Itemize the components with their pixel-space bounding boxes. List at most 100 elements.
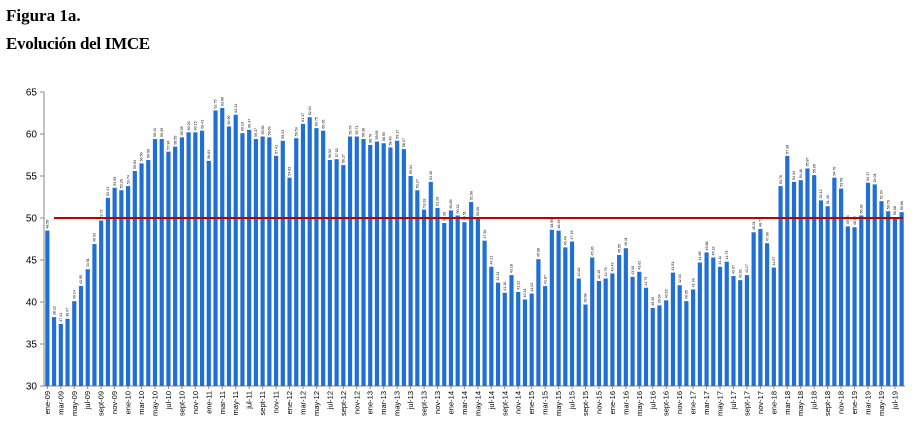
data-label: 60.90 — [227, 115, 231, 124]
data-label: 59.63 — [268, 126, 272, 135]
x-tick-label: sept-09 — [97, 391, 106, 416]
x-tick-label: jul-17 — [729, 391, 738, 410]
bar-mar-17 — [704, 252, 709, 386]
data-label: 61.17 — [301, 113, 305, 122]
x-tick-label: ene-10 — [124, 391, 133, 414]
data-label: 59.66 — [261, 126, 265, 135]
x-tick-label: jul-09 — [83, 391, 92, 410]
bar-oct-09 — [105, 197, 110, 386]
x-tick-label: sept-18 — [823, 391, 832, 416]
x-tick-label: may-16 — [635, 391, 644, 416]
bar-may-17 — [717, 266, 723, 386]
data-label: 42.82 — [577, 267, 581, 276]
x-tick-label: jul-18 — [810, 391, 819, 410]
data-label: 56.27 — [342, 154, 346, 163]
bar-ago-18 — [818, 200, 824, 386]
data-label: 48.49 — [557, 220, 561, 229]
x-tick-label: may-09 — [70, 391, 79, 416]
data-label: 50.32 — [456, 204, 460, 213]
bar-nov-09 — [112, 187, 117, 386]
bar-ene-15 — [529, 293, 534, 386]
x-tick-label: mar-13 — [379, 391, 388, 415]
x-tick-label: may-10 — [150, 391, 159, 416]
data-label: 58.90 — [382, 132, 386, 141]
bar-jun-09 — [78, 286, 84, 386]
bar-oct-16 — [670, 272, 676, 386]
x-tick-label: jul-13 — [406, 391, 415, 410]
x-tick-label: sept-12 — [339, 391, 348, 416]
data-label: 41.95 — [79, 275, 83, 284]
bar-mar-10 — [139, 163, 144, 386]
bar-abr-16 — [630, 276, 635, 386]
bar-may-09 — [72, 301, 77, 386]
data-label: 38.22 — [52, 306, 56, 315]
data-label: 59.37 — [254, 128, 258, 137]
data-label: 53.29 — [120, 179, 124, 188]
data-label: 59.55 — [180, 126, 184, 135]
data-label: 59.39 — [160, 128, 164, 137]
bar-jun-10 — [159, 139, 164, 386]
x-tick-label: nov-18 — [837, 391, 846, 414]
x-tick-label: may-17 — [716, 391, 725, 416]
bar-dic-16 — [684, 301, 689, 386]
bar-abr-19 — [872, 184, 877, 386]
data-label: 56.50 — [140, 152, 144, 161]
data-label: 45.88 — [705, 241, 709, 250]
data-label: 50.28 — [859, 204, 863, 213]
bar-sept-11 — [260, 136, 265, 386]
bar-may-11 — [233, 114, 238, 387]
bar-ene-17 — [691, 289, 696, 386]
data-label: 39.68 — [584, 294, 588, 303]
bar-nov-14 — [516, 291, 521, 386]
x-tick-label: jul-11 — [245, 391, 254, 410]
data-label: 62.04 — [308, 106, 312, 115]
x-tick-label: jul-16 — [648, 391, 657, 410]
data-label: 50.08 — [893, 206, 897, 215]
bar-mar-18 — [785, 155, 790, 386]
y-axis-tick-labels: 30 35 40 45 50 55 60 65 — [26, 88, 44, 393]
data-label: 40.16 — [664, 289, 668, 298]
x-tick-label: jul-19 — [890, 391, 899, 410]
data-label: 42.49 — [597, 270, 601, 279]
bar-oct-15 — [590, 257, 595, 386]
data-label: 62.34 — [234, 104, 238, 113]
bar-abr-13 — [388, 147, 393, 386]
bar-feb-17 — [697, 262, 702, 386]
bar-may-10 — [152, 139, 158, 386]
data-label: 43.91 — [86, 258, 90, 267]
bar-ene-19 — [852, 227, 857, 386]
bar-oct-13 — [428, 181, 433, 386]
bar-feb-19 — [859, 215, 864, 386]
x-tick-label: mar-19 — [864, 391, 873, 415]
bar-jul-09 — [85, 269, 90, 386]
data-label: 54.48 — [799, 169, 803, 178]
x-tick-label: may-14 — [473, 391, 482, 416]
data-label: 49.51 — [463, 211, 467, 220]
data-label: 59.17 — [395, 130, 399, 139]
bar-nov-15 — [596, 281, 602, 386]
data-label: 51.20 — [436, 197, 440, 206]
bar-sept-13 — [421, 209, 427, 386]
bar-nov-12 — [354, 136, 359, 386]
bar-ago-19 — [899, 212, 904, 386]
data-label: 47.00 — [765, 232, 769, 241]
data-label: 47.15 — [570, 231, 574, 240]
bar-may-12 — [314, 128, 319, 386]
x-tick-label: may-18 — [796, 391, 805, 416]
bar-oct-17 — [751, 232, 756, 386]
x-tick-label: mar-18 — [783, 391, 792, 415]
bar-ago-11 — [253, 139, 258, 386]
bar-dic-12 — [361, 139, 366, 386]
data-label: 60.41 — [200, 120, 204, 129]
data-label: 54.76 — [833, 167, 837, 176]
x-tick-label: nov-13 — [433, 391, 442, 414]
bar-dic-17 — [765, 243, 770, 386]
data-label: 57.90 — [167, 141, 171, 150]
bar-oct-18 — [832, 177, 837, 386]
bar-abr-17 — [711, 257, 716, 386]
bar-oct-14 — [509, 275, 514, 386]
data-label: 46.49 — [564, 236, 568, 245]
data-label: 60.10 — [241, 122, 245, 131]
